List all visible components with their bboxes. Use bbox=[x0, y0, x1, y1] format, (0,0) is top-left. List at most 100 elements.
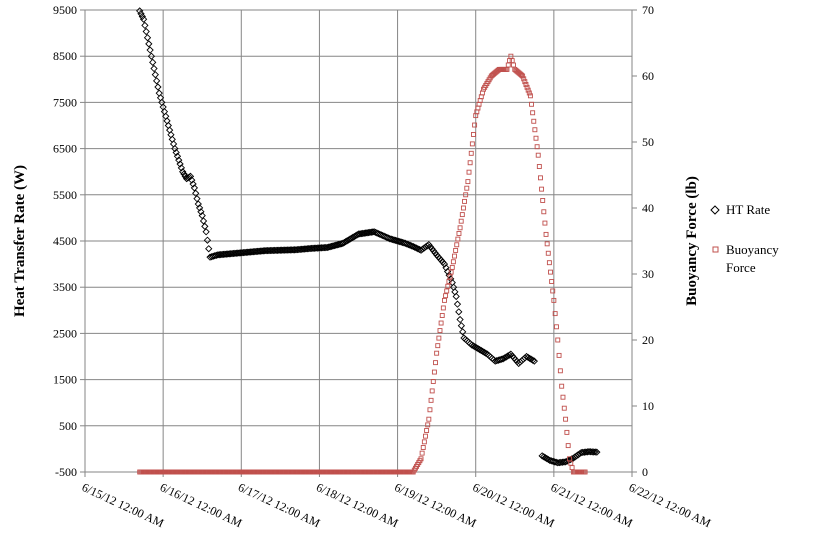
ht-rate-point bbox=[176, 160, 184, 168]
x-tick-label: 6/18/12 12:00 AM bbox=[314, 480, 401, 530]
buoyancy-point bbox=[535, 152, 541, 158]
x-tick-label: 6/17/12 12:00 AM bbox=[236, 480, 323, 530]
legend-marker-buoyancy bbox=[712, 246, 719, 253]
ht-rate-point bbox=[172, 148, 180, 157]
buoyancy-point bbox=[428, 397, 434, 403]
buoyancy-point bbox=[552, 311, 558, 317]
buoyancy-point bbox=[464, 185, 470, 191]
buoyancy-point bbox=[550, 288, 556, 294]
ht-rate-point bbox=[527, 355, 535, 363]
ht-rate-point bbox=[469, 342, 478, 350]
buoyancy-point bbox=[548, 269, 553, 275]
ht-rate-point bbox=[474, 345, 482, 353]
buoyancy-point bbox=[559, 383, 565, 389]
ht-rate-point bbox=[583, 448, 592, 456]
y-tick-label: -500 bbox=[55, 465, 77, 479]
buoyancy-point bbox=[532, 127, 538, 133]
series-buoyancy-force bbox=[137, 53, 588, 475]
buoyancy-point bbox=[563, 416, 569, 422]
ht-rate-point bbox=[468, 341, 476, 349]
buoyancy-point bbox=[421, 439, 427, 445]
ht-rate-point bbox=[141, 21, 149, 30]
ht-rate-point bbox=[201, 222, 209, 231]
y-tick-label: 4500 bbox=[53, 234, 77, 248]
y-tick-label: 3500 bbox=[53, 280, 77, 294]
ht-rate-point bbox=[205, 245, 213, 253]
buoyancy-point bbox=[561, 405, 567, 411]
buoyancy-point bbox=[450, 259, 456, 265]
ht-rate-point bbox=[195, 204, 204, 212]
ht-rate-point bbox=[522, 352, 531, 361]
ht-rate-point bbox=[563, 457, 571, 465]
ht-rate-point bbox=[369, 228, 377, 236]
buoyancy-point bbox=[467, 160, 473, 166]
y-tick-label: 6500 bbox=[53, 142, 77, 156]
buoyancy-point bbox=[472, 122, 478, 128]
buoyancy-point bbox=[534, 144, 540, 150]
buoyancy-point bbox=[511, 62, 516, 68]
y-tick-label: 8500 bbox=[53, 49, 77, 63]
buoyancy-point bbox=[454, 242, 460, 248]
ht-rate-point bbox=[455, 308, 463, 316]
ht-rate-point bbox=[475, 345, 484, 354]
buoyancy-point bbox=[549, 279, 555, 284]
buoyancy-point bbox=[433, 360, 438, 366]
ht-rate-point bbox=[588, 448, 596, 456]
ht-rate-point bbox=[500, 354, 509, 362]
legend-label-ht-rate: HT Rate bbox=[726, 202, 770, 217]
buoyancy-point bbox=[530, 110, 536, 116]
ht-rate-point bbox=[146, 46, 154, 54]
ht-rate-point bbox=[499, 355, 507, 363]
y2-tick-label: 10 bbox=[642, 399, 654, 413]
buoyancy-point bbox=[429, 388, 435, 394]
y2-tick-label: 70 bbox=[642, 3, 654, 17]
ht-rate-point bbox=[540, 453, 548, 461]
y-axis-title: Heat Transfer Rate (W) bbox=[12, 165, 28, 317]
buoyancy-point bbox=[555, 337, 561, 343]
x-tick-label: 6/22/12 12:00 AM bbox=[627, 480, 714, 530]
ht-rate-point bbox=[440, 260, 449, 268]
ht-rate-point bbox=[480, 348, 488, 356]
buoyancy-point bbox=[564, 429, 570, 435]
y2-tick-label: 20 bbox=[642, 333, 654, 347]
buoyancy-point bbox=[544, 241, 550, 247]
ht-rate-point bbox=[471, 343, 479, 351]
ht-rate-point bbox=[459, 328, 467, 336]
ht-rate-point bbox=[136, 7, 144, 15]
ht-rate-point bbox=[138, 12, 146, 21]
ht-rate-point bbox=[566, 455, 574, 464]
buoyancy-point bbox=[542, 220, 548, 226]
buoyancy-point bbox=[445, 283, 451, 289]
buoyancy-point bbox=[509, 58, 515, 64]
buoyancy-point bbox=[507, 58, 513, 64]
buoyancy-point bbox=[435, 343, 441, 349]
ht-rate-point bbox=[197, 208, 205, 216]
ht-rate-point bbox=[590, 448, 598, 456]
ht-rate-point bbox=[524, 353, 532, 362]
buoyancy-point bbox=[526, 90, 532, 96]
buoyancy-point bbox=[453, 247, 459, 253]
ht-rate-point bbox=[143, 34, 152, 42]
legend-marker-ht-rate bbox=[710, 205, 720, 215]
ht-rate-point bbox=[186, 172, 195, 180]
x-tick-label: 6/20/12 12:00 AM bbox=[470, 480, 557, 530]
buoyancy-point bbox=[529, 101, 534, 107]
buoyancy-point bbox=[471, 132, 476, 137]
buoyancy-point bbox=[521, 76, 527, 82]
y2-tick-label: 50 bbox=[642, 135, 654, 149]
buoyancy-point bbox=[460, 205, 466, 211]
ht-rate-point bbox=[529, 356, 537, 364]
buoyancy-point bbox=[437, 328, 443, 334]
ht-rate-point bbox=[177, 164, 186, 172]
ht-rate-point bbox=[171, 144, 179, 153]
buoyancy-point bbox=[527, 93, 533, 99]
buoyancy-point bbox=[540, 198, 546, 203]
ht-rate-point bbox=[442, 264, 450, 272]
ht-rate-point bbox=[202, 228, 210, 236]
ht-rate-point bbox=[189, 180, 197, 188]
buoyancy-point bbox=[458, 218, 464, 224]
buoyancy-point bbox=[541, 209, 547, 215]
buoyancy-point bbox=[436, 335, 442, 341]
ht-rate-point bbox=[199, 217, 208, 225]
